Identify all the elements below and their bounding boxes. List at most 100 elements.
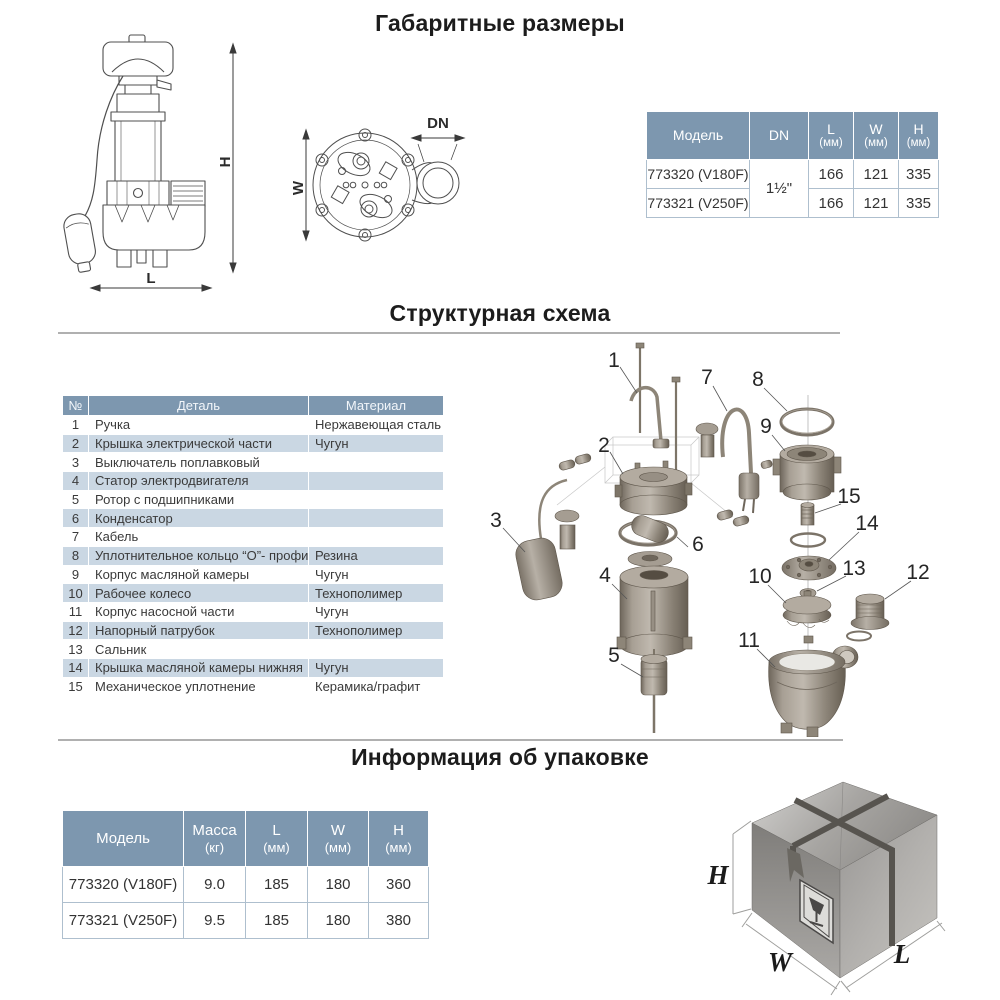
model-cell: 773320 (V180F): [646, 159, 750, 189]
dimension-label-h: H: [217, 157, 234, 168]
part-stator: [616, 565, 693, 657]
col-l: L (мм): [808, 111, 854, 160]
l-cell: 166: [808, 188, 854, 218]
w-cell: 121: [853, 159, 899, 189]
part-oil-chamber: [760, 444, 842, 501]
dimension-label-w: W: [290, 180, 307, 195]
table-row: 15 Механическое уплотнение Керамика/графит: [62, 676, 444, 697]
table-row: 773321 (V250F) 166 121 335: [646, 188, 939, 218]
callout-4: 4: [599, 564, 611, 587]
parts-table-header: № Деталь Материал: [62, 395, 444, 416]
col-h: H (мм): [368, 810, 429, 867]
col-dn: DN: [749, 111, 809, 160]
table-row: 6 Конденсатор: [62, 508, 444, 529]
dimensions-table-header: Модель DN L (мм) W (мм) H (мм): [646, 111, 939, 160]
box-straps: [787, 793, 895, 946]
dimensions-table: Модель DN L (мм) W (мм) H (мм) 773320 (V180…: [646, 111, 939, 218]
callout-8: 8: [752, 368, 764, 391]
callout-12: 12: [906, 561, 929, 584]
part-discharge-port: [850, 593, 890, 630]
fragile-label: [799, 878, 834, 945]
dimension-h: [229, 42, 237, 274]
box-label-h: H: [706, 860, 729, 890]
callout-5: 5: [608, 644, 620, 667]
part-o-ring: [779, 407, 835, 437]
col-material: Материал: [308, 395, 444, 416]
callout-13: 13: [842, 557, 865, 580]
table-row: 13 Сальник: [62, 639, 444, 659]
parts-table: № Деталь Материал 1 Ручка Нержавеющая стал…: [62, 395, 444, 697]
callout-10: 10: [748, 565, 771, 588]
h-cell: 335: [898, 159, 939, 189]
dimension-label-dn: DN: [427, 115, 449, 132]
callout-14: 14: [855, 512, 879, 535]
callout-leaders: [502, 366, 912, 678]
table-row: 10 Рабочее колесо Технополимер: [62, 583, 444, 603]
h-cell: 335: [898, 188, 939, 218]
part-capacitor: [618, 515, 678, 547]
part-volute: [768, 645, 859, 737]
part-mechanical-seal: [800, 502, 815, 526]
l-cell: 166: [808, 159, 854, 189]
section-title-structure: Структурная схема: [389, 300, 611, 326]
box-dimension-lines: [732, 820, 946, 996]
part-impeller: [782, 590, 832, 644]
table-row: 14 Крышка масляной камеры нижняя Чугун: [62, 657, 444, 678]
table-row: 773320 (V180F) 9.0 185 180 360: [62, 866, 429, 903]
table-row: 7 Кабель: [62, 527, 444, 547]
callout-7: 7: [701, 366, 713, 389]
col-part: Деталь: [88, 395, 309, 416]
dn-cell: 1½": [749, 159, 809, 218]
part-rotor: [640, 649, 668, 733]
dimension-w: [302, 128, 310, 242]
part-motor-cover: [614, 460, 693, 516]
col-model: Модель: [62, 810, 184, 867]
separator-line: [58, 332, 840, 334]
table-row: 773320 (V180F) 1½" 166 121 335: [646, 159, 939, 218]
part-float-switch: [515, 478, 580, 601]
callout-11: 11: [738, 629, 760, 652]
w-cell: 121: [853, 188, 899, 218]
part-cable: [695, 407, 760, 514]
callout-1: 1: [608, 349, 620, 372]
table-row: 11 Корпус насосной части Чугун: [62, 601, 444, 622]
exploded-view-diagram: 1 2 3 4 5 6 7 8 9 10 11 12 13 14 15: [490, 342, 930, 737]
dimension-dn: [410, 134, 466, 163]
section-title-dimensions: Габаритные размеры: [375, 10, 625, 36]
callout-3: 3: [490, 509, 502, 532]
section-title-packaging: Информация об упаковке: [351, 744, 649, 770]
table-row: 3 Выключатель поплавковый: [62, 452, 444, 473]
table-row: 773321 (V250F) 9.5 185 180 380: [62, 902, 429, 939]
table-row: 12 Напорный патрубок Технополимер: [62, 620, 444, 641]
col-w: W (мм): [307, 810, 369, 867]
model-cell: 773321 (V250F): [646, 188, 750, 218]
callout-2: 2: [598, 434, 610, 457]
box-label-w: W: [768, 947, 794, 977]
table-row: 4 Статор электродвигателя: [62, 471, 444, 491]
box-label-l: L: [893, 939, 911, 969]
wine-glass-icon: [809, 897, 824, 915]
table-row: 2 Крышка электрической части Чугун: [62, 433, 444, 454]
callout-9: 9: [760, 415, 772, 438]
col-l: L (мм): [245, 810, 308, 867]
table-row: 9 Корпус масляной камеры Чугун: [62, 564, 444, 585]
dimension-l: [89, 284, 213, 292]
col-number: №: [62, 395, 89, 416]
package-box-illustration: H W L: [706, 781, 946, 996]
col-w: W (мм): [853, 111, 899, 160]
pump-top-view-drawing: W DN: [290, 115, 466, 242]
col-h: H (мм): [898, 111, 939, 160]
package-table-header: Модель Масса (кг) L (мм) W (мм) H (мм): [62, 810, 429, 867]
col-model: Модель: [646, 111, 750, 160]
dimension-label-l: L: [146, 270, 155, 287]
callout-6: 6: [692, 533, 704, 556]
table-row: 5 Ротор с подшипниками: [62, 489, 444, 510]
col-mass: Масса (кг): [183, 810, 246, 867]
table-row: 1 Ручка Нержавеющая сталь: [62, 415, 444, 435]
table-row: 8 Уплотнительное кольцо “О”- профиля Резин…: [62, 545, 444, 566]
callout-15: 15: [837, 485, 860, 508]
part-handle: [629, 386, 663, 442]
pump-side-view-drawing: H L: [63, 34, 237, 292]
package-table: Модель Масса (кг) L (мм) W (мм) H (мм) 77332…: [62, 810, 429, 939]
part-lower-cover: [781, 555, 837, 581]
